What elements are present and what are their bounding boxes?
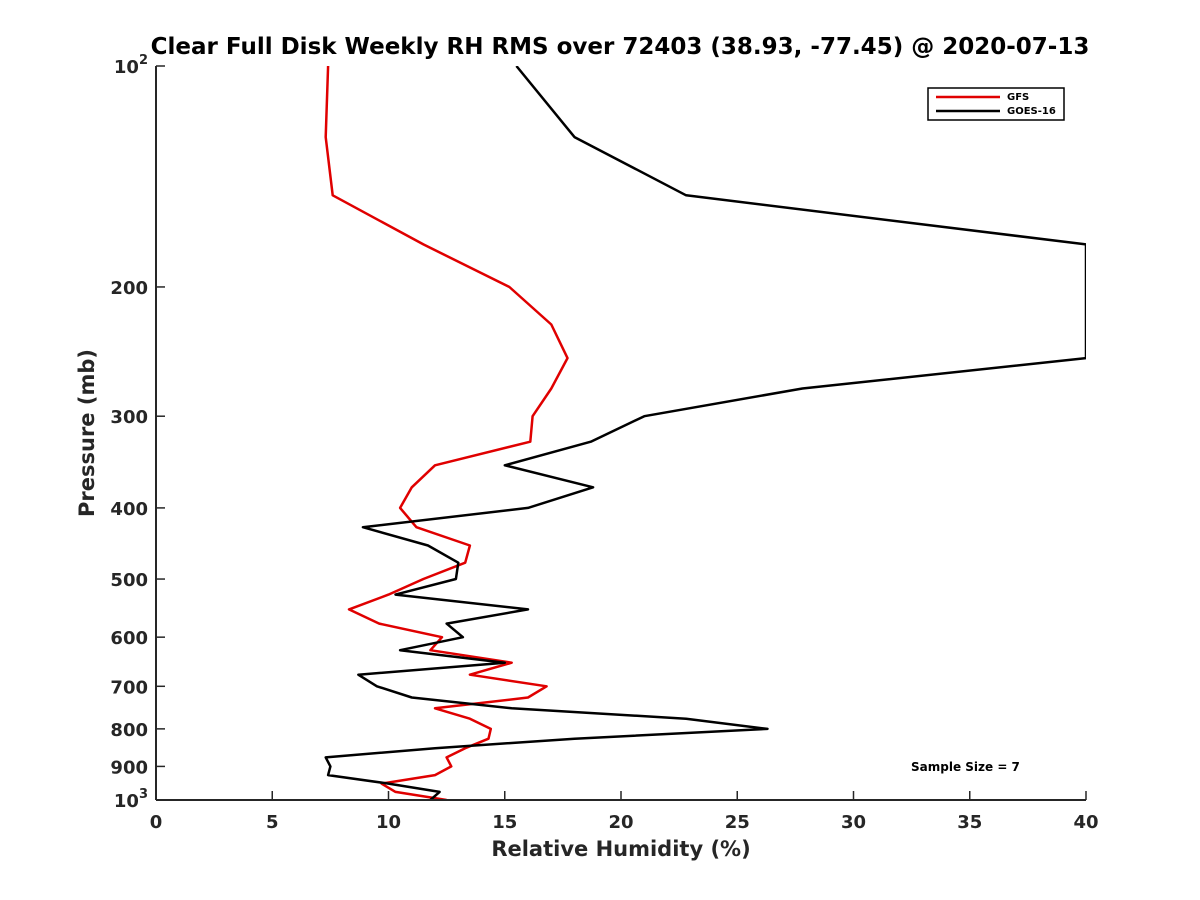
x-tick-label: 25 — [725, 812, 750, 833]
x-tick-label: 30 — [841, 812, 866, 833]
legend-label-gfs: GFS — [1007, 92, 1029, 103]
x-tick-label: 35 — [957, 812, 982, 833]
x-tick-label: 5 — [266, 812, 279, 833]
series-line-gfs — [324, 66, 569, 800]
x-tick-label: 20 — [608, 812, 633, 833]
legend: GFS GOES-16 — [927, 87, 1065, 121]
y-tick-label: 700 — [110, 677, 148, 698]
y-tick-label: 400 — [110, 499, 148, 520]
y-axis-label: Pressure (mb) — [75, 349, 99, 517]
x-axis-label: Relative Humidity (%) — [491, 837, 750, 861]
x-tick-label: 0 — [150, 812, 163, 833]
chart-title: Clear Full Disk Weekly RH RMS over 72403… — [151, 34, 1090, 60]
y-tick-label: 600 — [110, 628, 148, 649]
y-tick-label: 200 — [110, 278, 148, 299]
y-tick-label: 800 — [110, 720, 148, 741]
sample-size-annotation: Sample Size = 7 — [911, 760, 1020, 774]
y-tick-label: 900 — [110, 757, 148, 778]
plot-area — [324, 66, 1086, 800]
legend-label-goes16: GOES-16 — [1007, 106, 1056, 117]
y-tick-label: 500 — [110, 570, 148, 591]
x-tick-label: 10 — [376, 812, 401, 833]
legend-box — [927, 87, 1065, 121]
series-line-goes16 — [324, 66, 1086, 800]
x-tick-label: 15 — [492, 812, 517, 833]
x-tick-label: 40 — [1073, 812, 1098, 833]
y-tick-label: 300 — [110, 407, 148, 428]
